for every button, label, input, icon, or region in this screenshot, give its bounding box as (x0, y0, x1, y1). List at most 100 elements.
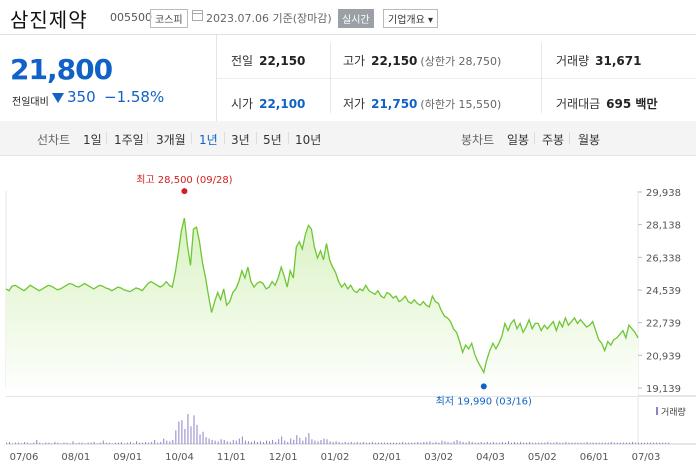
volume-bar (653, 442, 655, 444)
volume-bar (99, 442, 101, 444)
stat-low: 저가 21,750 (하한가 15,550) (343, 97, 502, 111)
tab-10y[interactable]: 10년 (295, 133, 322, 147)
market-badge: 코스피 (150, 9, 188, 28)
volume-bar (51, 443, 53, 444)
volume-bar (668, 442, 670, 444)
volume-bar (247, 441, 249, 444)
volume-bar (547, 441, 549, 444)
change-rate: −1.58% (104, 88, 165, 106)
volume-bar (126, 442, 128, 444)
volume-bar (157, 442, 159, 444)
volume-bar (260, 441, 262, 444)
volume-bar (272, 439, 274, 444)
tab-5y[interactable]: 5년 (263, 133, 282, 147)
volume-bar (314, 440, 316, 444)
volume-bar (24, 441, 26, 444)
volume-bar (33, 442, 35, 444)
volume-bar (120, 441, 122, 444)
divider (106, 132, 107, 144)
volume-bar (420, 442, 422, 444)
volume-bar (196, 424, 198, 444)
volume-bar (577, 442, 579, 444)
volume-bar (538, 442, 540, 444)
tab-1w[interactable]: 1주일 (114, 133, 144, 147)
volume-bar (393, 442, 395, 444)
volume-bar (459, 441, 461, 444)
tab-weekly-candle[interactable]: 주봉 (542, 133, 565, 147)
x-axis-ticks: 07/06 08/01 09/01 10/04 11/01 12/01 01/02 02/01… (10, 452, 661, 463)
chart-period-tabs: 선차트 1일 1주일 3개월 1년 3년 5년 10년 봉차트 일봉 주봉 월봉 (0, 121, 696, 156)
x-tick-label: 09/01 (113, 452, 142, 463)
volume-bar (520, 441, 522, 444)
divider (288, 132, 289, 144)
volume-bar (374, 442, 376, 444)
volume-bar (571, 442, 573, 444)
volume-bar (238, 438, 240, 444)
y-tick-label: 29,938 (646, 188, 681, 199)
volume-bar (202, 431, 204, 444)
volume-bar (580, 442, 582, 444)
volume-bar (90, 442, 92, 444)
volume-bar (69, 443, 71, 444)
volume-bar (9, 441, 11, 444)
volume-bar (96, 443, 98, 444)
realtime-button[interactable]: 실시간 (338, 9, 374, 28)
volume-bar (263, 441, 265, 444)
volume-bar (565, 441, 567, 444)
calendar-icon (192, 10, 203, 21)
volume-bar (133, 443, 135, 444)
volume-bar (492, 441, 494, 444)
volume-bar (517, 442, 519, 444)
volume-bar (211, 439, 213, 444)
volume-bar (456, 439, 458, 444)
volume-bar (278, 439, 280, 444)
volume-bar (616, 442, 618, 444)
x-tick-label: 06/01 (580, 452, 609, 463)
tab-daily-candle[interactable]: 일봉 (507, 133, 530, 147)
volume-bar (93, 441, 95, 444)
volume-bar (541, 442, 543, 444)
volume-bar (489, 442, 491, 444)
tab-monthly-candle[interactable]: 월봉 (578, 133, 601, 147)
x-tick-label: 08/01 (61, 452, 90, 463)
stat-high: 고가 22,150 (상한가 28,750) (343, 54, 502, 68)
volume-bar (622, 442, 624, 444)
volume-bar (501, 441, 503, 444)
tab-3y[interactable]: 3년 (231, 133, 250, 147)
price-summary: 21,800 전일대비 350 −1.58% 전일 22,150 고가 22,150… (0, 35, 696, 122)
volume-bar (586, 441, 588, 444)
tab-1d[interactable]: 1일 (83, 133, 102, 147)
volume-bar (402, 441, 404, 444)
volume-bar (48, 442, 50, 444)
volume-bar (223, 439, 225, 444)
volume-bar (217, 441, 219, 444)
volume-bar (136, 441, 138, 444)
volume-bar (42, 443, 44, 444)
volume-bar (631, 441, 633, 444)
volume-bar (383, 442, 385, 444)
volume-bar (468, 441, 470, 444)
volume-bar (84, 443, 86, 444)
volume-bar (108, 442, 110, 444)
volume-bar (281, 436, 283, 444)
volume-bar (39, 442, 41, 444)
volume-bar (553, 442, 555, 444)
volume-bar (656, 442, 658, 444)
volume-bar (287, 441, 289, 444)
tab-3m[interactable]: 3개월 (156, 133, 186, 147)
volume-bar (583, 442, 585, 444)
tab-1y[interactable]: 1년 (199, 133, 218, 147)
volume-bar (380, 442, 382, 444)
volume-bar (220, 439, 222, 444)
volume-bar (507, 441, 509, 444)
volume-bar (66, 442, 68, 444)
price-area (6, 218, 638, 396)
volume-bar (634, 442, 636, 444)
y-axis-ticks: 29,938 28,138 26,338 24,539 22,739 20,939 19,1… (638, 188, 681, 395)
volume-bar (535, 442, 537, 444)
divider (191, 132, 192, 144)
y-tick-label: 22,739 (646, 319, 681, 330)
company-info-dropdown[interactable]: 기업개요 ▾ (383, 9, 438, 28)
stock-header: 삼진제약 005500 코스피 2023.07.06 기준(장마감) 실시간 기… (0, 0, 696, 35)
